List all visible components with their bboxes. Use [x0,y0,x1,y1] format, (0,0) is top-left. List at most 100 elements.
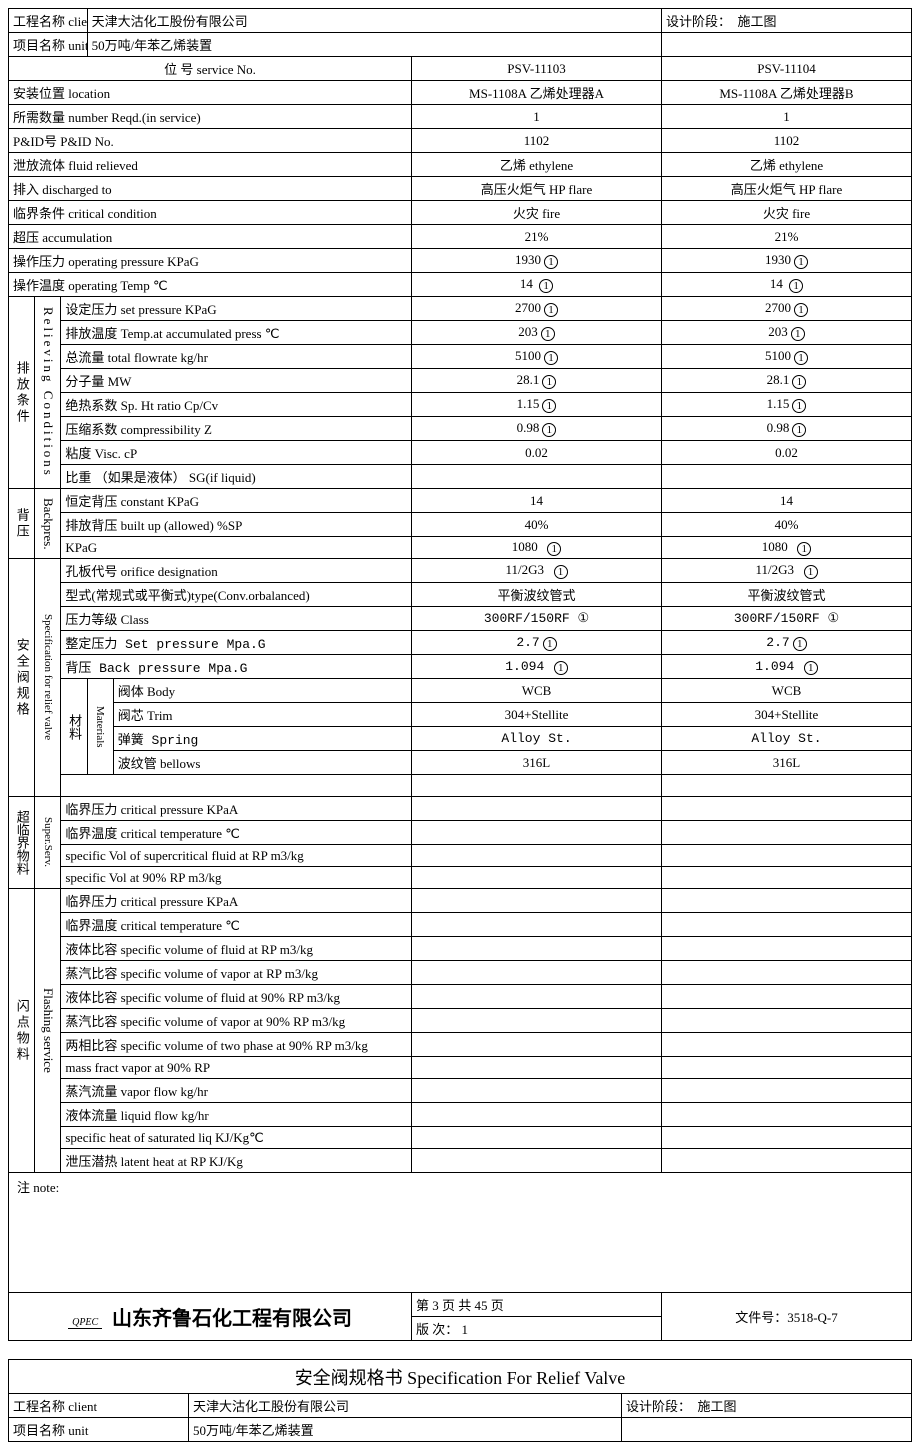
mat-r2-v1: Alloy St. [412,727,662,751]
flash-r8-lbl: 蒸汽流量 vapor flow kg/hr [61,1079,412,1103]
backp-r1-lbl: 排放背压 built up (allowed) %SP [61,513,412,537]
s2-unit-lbl: 项目名称 unit [9,1418,189,1442]
reqd-v1: 1 [412,105,662,129]
fluid-lbl: 泄放流体 fluid relieved [9,153,412,177]
flash-r2-v2 [661,937,911,961]
reqd-v2: 1 [661,105,911,129]
op-temp-v1: 14 1 [412,273,662,297]
service-no-lbl: 位 号 service No. [9,57,412,81]
backp-r2-v2: 1080 1 [661,537,911,559]
pid-lbl: P&ID号 P&ID No. [9,129,412,153]
footer-docno: 文件号：3518-Q-7 [661,1293,911,1341]
spec-r2-lbl: 压力等级 Class [61,607,412,631]
backp-r1-v1: 40% [412,513,662,537]
spec-blank-v2 [661,775,911,797]
flash-r6-v1 [412,1033,662,1057]
spec-r0-v2: 11/2G3 1 [661,559,911,583]
flash-r1-lbl: 临界温度 critical temperature ℃ [61,913,412,937]
super-r3-lbl: specific Vol at 90% RP m3/kg [61,867,412,889]
reliev-r2-v1: 51001 [412,345,662,369]
super-r1-lbl: 临界温度 critical temperature ℃ [61,821,412,845]
spec-vert-en: Specification for relief valve [35,559,61,797]
spec-blank-lbl [61,775,412,797]
reliev-r4-v2: 1.151 [661,393,911,417]
reliev-r1-lbl: 排放温度 Temp.at accumulated press ℃ [61,321,412,345]
super-r1-v2 [661,821,911,845]
spec-blank-v1 [412,775,662,797]
super-r3-v2 [661,867,911,889]
backp-vert-en: Backpres. [35,489,61,559]
backp-r0-lbl: 恒定背压 constant KPaG [61,489,412,513]
spec-r4-v2: 1.094 1 [661,655,911,679]
reliev-r3-v1: 28.11 [412,369,662,393]
flash-r1-v2 [661,913,911,937]
mat-r1-v2: 304+Stellite [661,703,911,727]
flash-r9-v2 [661,1103,911,1127]
client-value: 天津大沽化工股份有限公司 [87,9,661,33]
super-r2-lbl: specific Vol of supercritical fluid at R… [61,845,412,867]
flash-r11-v2 [661,1149,911,1173]
s2-client-val: 天津大沽化工股份有限公司 [189,1394,622,1418]
mat-r1-lbl: 阀芯 Trim [113,703,411,727]
op-press-lbl: 操作压力 operating pressure KPaG [9,249,412,273]
stage-cell: 设计阶段： 施工图 [661,9,911,33]
section2-table: 安全阀规格书 Specification For Relief Valve 工程… [8,1359,912,1442]
spec-vert-zh: 安全阀规格 [9,559,35,797]
flash-r9-lbl: 液体流量 liquid flow kg/hr [61,1103,412,1127]
mat-vert-zh: 材料 [61,679,87,775]
backp-r2-lbl: KPaG [61,537,412,559]
flash-r5-v2 [661,1009,911,1033]
flash-r0-lbl: 临界压力 critical pressure KPaA [61,889,412,913]
reliev-r0-v2: 27001 [661,297,911,321]
unit-blank [661,33,911,57]
reliev-r1-v1: 2031 [412,321,662,345]
super-r0-v2 [661,797,911,821]
mat-vert-en: Materials [87,679,113,775]
reliev-r2-lbl: 总流量 total flowrate kg/hr [61,345,412,369]
flash-r7-v2 [661,1057,911,1079]
spec-r3-v2: 2.71 [661,631,911,655]
super-vert-en: Super.Serv. [35,797,61,889]
op-temp-v2: 14 1 [661,273,911,297]
flash-r0-v1 [412,889,662,913]
super-r3-v1 [412,867,662,889]
unit-label: 项目名称 unit [9,33,88,57]
pid-v2: 1102 [661,129,911,153]
op-press-v2: 19301 [661,249,911,273]
flash-r2-v1 [412,937,662,961]
pid-v1: 1102 [412,129,662,153]
crit-v2: 火灾 fire [661,201,911,225]
spec-r1-v2: 平衡波纹管式 [661,583,911,607]
mat-r2-v2: Alloy St. [661,727,911,751]
client-label: 工程名称 client [9,9,88,33]
backp-r1-v2: 40% [661,513,911,537]
backp-r0-v1: 14 [412,489,662,513]
header-unit-row: 项目名称 unit 50万吨/年苯乙烯装置 [9,33,912,57]
crit-lbl: 临界条件 critical condition [9,201,412,225]
reliev-r0-v1: 27001 [412,297,662,321]
flash-r1-v1 [412,913,662,937]
fluid-v1: 乙烯 ethylene [412,153,662,177]
backp-r0-v2: 14 [661,489,911,513]
spec-r4-lbl: 背压 Back pressure Mpa.G [61,655,412,679]
reqd-lbl: 所需数量 number Reqd.(in service) [9,105,412,129]
spec-r0-lbl: 孔板代号 orifice designation [61,559,412,583]
s2-client-lbl: 工程名称 client [9,1394,189,1418]
s2-stage: 设计阶段： 施工图 [622,1394,912,1418]
unit-value: 50万吨/年苯乙烯装置 [87,33,661,57]
flash-r3-v1 [412,961,662,985]
flash-r11-v1 [412,1149,662,1173]
reliev-r5-v2: 0.981 [661,417,911,441]
reliev-r4-v1: 1.151 [412,393,662,417]
flash-r8-v1 [412,1079,662,1103]
reliev-r3-lbl: 分子量 MW [61,369,412,393]
reliev-r5-v1: 0.981 [412,417,662,441]
footer-rev: 版 次： 1 [412,1317,662,1341]
op-press-v1: 19301 [412,249,662,273]
super-r0-v1 [412,797,662,821]
accum-v2: 21% [661,225,911,249]
flash-r3-v2 [661,961,911,985]
flash-r6-v2 [661,1033,911,1057]
reliev-r3-v2: 28.11 [661,369,911,393]
spec-r0-v1: 11/2G3 1 [412,559,662,583]
